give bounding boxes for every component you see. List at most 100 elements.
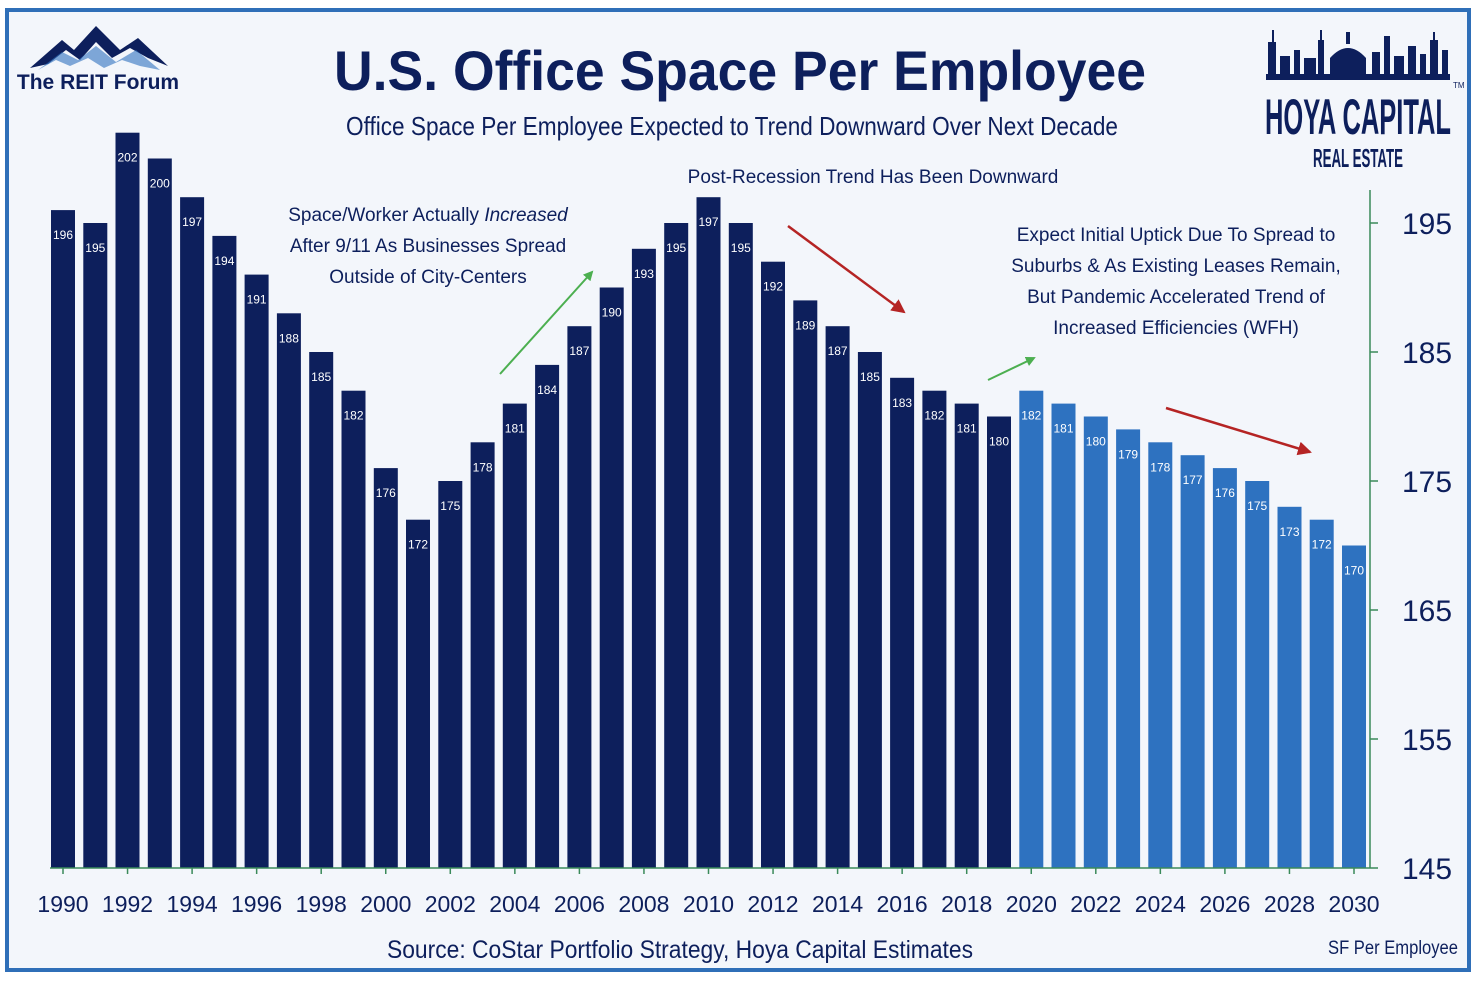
reit-forum-logo: The REIT Forum xyxy=(17,26,179,94)
bar-2004 xyxy=(502,403,527,868)
x-tick-label-2010: 2010 xyxy=(683,891,734,917)
bar-value-label-2009: 195 xyxy=(666,241,686,255)
bar-value-label-2029: 172 xyxy=(1312,538,1332,552)
x-tick-label-2008: 2008 xyxy=(618,891,669,917)
y-tick-label-165: 165 xyxy=(1402,595,1452,628)
bar-value-label-1993: 200 xyxy=(150,177,170,191)
y-tick-label-175: 175 xyxy=(1402,466,1452,499)
x-tick-label-2018: 2018 xyxy=(941,891,992,917)
bar-value-label-2008: 193 xyxy=(634,267,654,281)
x-tick-label-2012: 2012 xyxy=(747,891,798,917)
bar-value-label-2018: 181 xyxy=(957,422,977,436)
bar-2001 xyxy=(406,519,430,868)
bar-1994 xyxy=(180,197,205,868)
x-tick-label-2024: 2024 xyxy=(1135,891,1186,917)
bar-value-label-2026: 176 xyxy=(1215,486,1235,500)
x-tick-label-2026: 2026 xyxy=(1199,891,1250,917)
bar-1991 xyxy=(83,223,108,868)
bar-2023 xyxy=(1116,429,1141,868)
x-tick-label-2030: 2030 xyxy=(1328,891,1379,917)
bar-2002 xyxy=(438,481,463,868)
bar-1996 xyxy=(244,274,269,869)
x-axis: 1990 1992 1994 1996 1998 2000 2002 2004 2006 2008… xyxy=(37,867,1380,917)
bar-value-label-1995: 194 xyxy=(214,254,234,268)
bar-value-label-2002: 175 xyxy=(440,499,460,513)
bar-2020 xyxy=(1019,390,1044,868)
bar-value-label-1994: 197 xyxy=(182,215,202,229)
trend-up-arrow-icon xyxy=(499,270,594,375)
bar-2013 xyxy=(793,300,818,868)
bar-2005 xyxy=(535,364,560,868)
trend-down-arrow-icon xyxy=(787,224,906,314)
annotation-post-recession: Post-Recession Trend Has Been Downward xyxy=(688,167,1059,188)
bar-value-label-2027: 175 xyxy=(1247,499,1267,513)
bar-value-label-2015: 185 xyxy=(860,370,880,384)
bar-value-label-2011: 195 xyxy=(731,241,751,255)
bar-2012 xyxy=(761,261,785,868)
bar-2007 xyxy=(599,287,624,868)
bar-value-label-2021: 181 xyxy=(1053,422,1073,436)
x-tick-label-2002: 2002 xyxy=(425,891,476,917)
y-tick-label-155: 155 xyxy=(1402,724,1452,757)
x-tick-label-1990: 1990 xyxy=(37,891,88,917)
bar-value-label-2004: 181 xyxy=(505,422,525,436)
forecast-down-arrow-icon xyxy=(1165,406,1312,456)
bar-value-label-2024: 178 xyxy=(1150,460,1170,474)
bar-value-label-2012: 192 xyxy=(763,280,783,294)
bar-2010 xyxy=(696,197,721,868)
bar-value-label-2007: 190 xyxy=(602,306,622,320)
x-tick-label-2006: 2006 xyxy=(554,891,605,917)
bar-value-label-2003: 178 xyxy=(473,460,493,474)
chart-title: U.S. Office Space Per Employee xyxy=(334,39,1146,102)
real-estate-logo-text: REAL ESTATE xyxy=(1313,143,1403,173)
bar-value-label-1992: 202 xyxy=(117,151,137,165)
bar-2017 xyxy=(922,390,947,868)
x-tick-label-2000: 2000 xyxy=(360,891,411,917)
bar-value-label-2010: 197 xyxy=(698,215,718,229)
x-tick-label-2014: 2014 xyxy=(812,891,863,917)
bar-2021 xyxy=(1051,403,1076,868)
bar-value-label-1991: 195 xyxy=(85,241,105,255)
bar-2028 xyxy=(1277,506,1302,868)
bar-1992 xyxy=(115,132,140,868)
bar-value-label-1996: 191 xyxy=(247,293,267,307)
bar-value-label-2019: 180 xyxy=(989,435,1009,449)
hoya-capital-logo: HOYA CAPITAL TM REAL ESTATE xyxy=(1265,30,1465,173)
annotation-forecast: Expect Initial Uptick Due To Spread to Su… xyxy=(1011,225,1341,339)
bar-value-label-2006: 187 xyxy=(569,344,589,358)
bar-2009 xyxy=(664,223,689,868)
bar-value-label-1990: 196 xyxy=(53,228,73,242)
skyline-icon xyxy=(1266,30,1450,80)
x-tick-label-1994: 1994 xyxy=(167,891,218,917)
bar-2019 xyxy=(987,416,1011,868)
bar-value-label-2020: 182 xyxy=(1021,409,1041,423)
bar-2016 xyxy=(890,377,915,868)
unit-label: SF Per Employee xyxy=(1328,938,1458,959)
bar-value-label-2023: 179 xyxy=(1118,447,1138,461)
reit-forum-logo-text: The REIT Forum xyxy=(17,71,179,94)
bar-value-label-2017: 182 xyxy=(924,409,944,423)
bar-value-label-2028: 173 xyxy=(1279,525,1299,539)
x-tick-label-2028: 2028 xyxy=(1264,891,1315,917)
bar-1993 xyxy=(147,158,172,868)
bar-1990 xyxy=(51,210,75,869)
x-tick-label-2020: 2020 xyxy=(1006,891,1057,917)
bar-value-label-2000: 176 xyxy=(376,486,396,500)
bar-value-label-1999: 182 xyxy=(343,409,363,423)
x-tick-label-1998: 1998 xyxy=(296,891,347,917)
bar-2000 xyxy=(373,468,398,868)
bar-group xyxy=(51,132,1366,869)
bar-2006 xyxy=(567,326,592,868)
bar-2025 xyxy=(1180,455,1205,868)
uptick-arrow-icon xyxy=(987,356,1036,381)
bar-1999 xyxy=(341,390,366,868)
x-tick-label-1996: 1996 xyxy=(231,891,282,917)
y-tick-label-195: 195 xyxy=(1402,208,1452,241)
bar-value-label-2005: 184 xyxy=(537,383,557,397)
y-tick-label-185: 185 xyxy=(1402,337,1452,370)
bar-2011 xyxy=(728,223,753,868)
source-note: Source: CoStar Portfolio Strategy, Hoya … xyxy=(387,936,973,964)
bar-2027 xyxy=(1245,481,1270,868)
bar-1998 xyxy=(309,352,334,868)
